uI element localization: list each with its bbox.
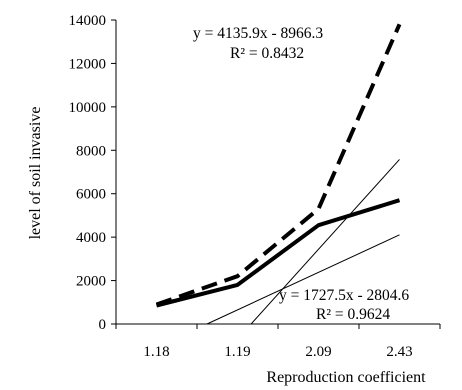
series-line-1 [155,23,402,307]
axes [115,20,440,325]
x-axis-title: Reproduction coefficient [266,369,426,386]
x-tick-label: 1.18 [143,344,169,360]
y-tick-label: 14000 [69,13,107,29]
y-tick-label: 12000 [69,56,107,72]
x-tick-label: 2.09 [305,344,331,360]
trendline-1-equation: y = 4135.9x - 8966.3 [193,25,323,42]
trendlines [206,159,400,325]
trendline-2-r2: R² = 0.9624 [316,306,390,323]
y-tick-label: 2000 [76,274,106,290]
y-axis-title: level of soil invasive [27,107,44,240]
y-ticks: 0 2000 4000 6000 8000 10000 12000 14000 [69,13,116,333]
trendline-2-equation: y = 1727.5x - 2804.6 [279,287,409,304]
trendline-1 [250,159,400,325]
series-line-2 [156,198,401,308]
x-tick-label: 2.43 [386,344,412,360]
y-tick-label: 8000 [76,143,106,159]
trendline-1-r2: R² = 0.8432 [230,45,304,62]
trendline-2 [206,234,400,325]
y-tick-label: 10000 [69,100,107,116]
series-lines [155,23,402,308]
y-tick-label: 6000 [76,187,106,203]
y-tick-label: 4000 [76,230,106,246]
x-ticks: 1.18 1.19 2.09 2.43 [115,324,441,360]
x-tick-label: 1.19 [224,344,250,360]
y-tick-label: 0 [99,317,107,333]
